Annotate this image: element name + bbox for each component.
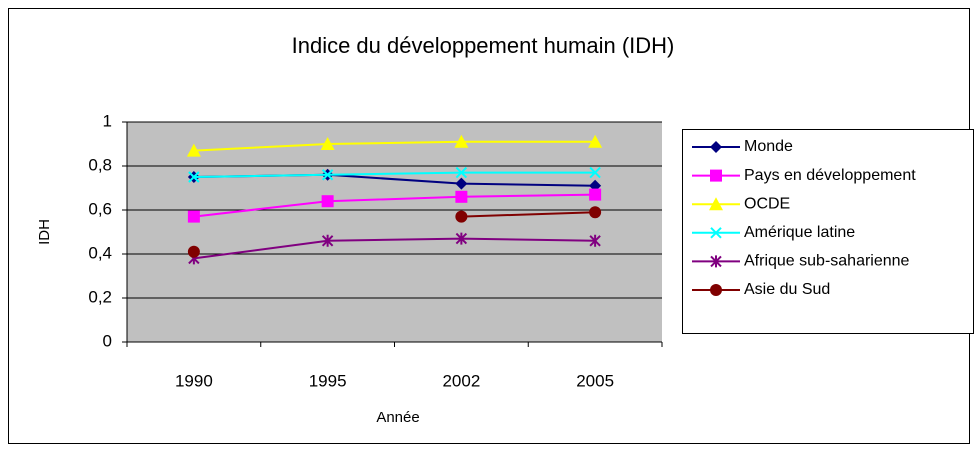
x-axis-label: Année [376,409,419,426]
legend-label: Amérique latine [744,224,855,241]
y-tick-label: 0,2 [88,287,112,306]
marker [187,245,200,258]
marker [454,134,469,148]
marker [320,137,335,150]
series-line [461,211,596,218]
legend-label: Pays en développement [744,167,916,184]
plot-area [127,122,662,342]
marker [321,234,334,247]
marker [321,169,334,181]
legend-marker [710,141,722,153]
legend-label: Monde [744,138,793,155]
series-line [193,237,596,260]
legend-label: Asie du Sud [744,281,830,298]
marker [321,195,334,208]
legend-marker [710,255,722,268]
marker [589,188,602,201]
x-tick-label: 2002 [442,371,480,390]
marker [187,210,200,223]
y-tick-label: 0,4 [88,243,112,262]
series-line [193,193,596,218]
marker [455,190,468,203]
legend [682,129,974,334]
marker [455,232,468,245]
y-tick-label: 0 [103,331,112,350]
series-line [193,140,596,152]
legend-marker [709,197,723,211]
legend-marker [710,284,722,296]
marker [589,234,601,247]
legend-marker [710,227,722,239]
y-tick-label: 1 [103,111,112,130]
marker [589,206,602,219]
marker [589,166,601,179]
x-tick-label: 1995 [309,371,347,390]
marker [455,210,468,223]
legend-marker [710,169,722,182]
y-axis-label: IDH [36,219,53,245]
marker [455,177,468,190]
chart-title: Indice du développement humain (IDH) [292,33,675,58]
marker [188,171,200,183]
marker [186,143,201,157]
marker [455,166,468,179]
x-tick-label: 1990 [175,371,213,390]
series-line [193,171,596,178]
y-tick-label: 0,6 [88,199,112,218]
legend-label: Afrique sub-saharienne [744,253,910,270]
marker [588,134,603,148]
y-tick-label: 0,8 [88,155,112,174]
legend-label: OCDE [744,195,790,212]
x-tick-label: 2005 [576,371,614,390]
